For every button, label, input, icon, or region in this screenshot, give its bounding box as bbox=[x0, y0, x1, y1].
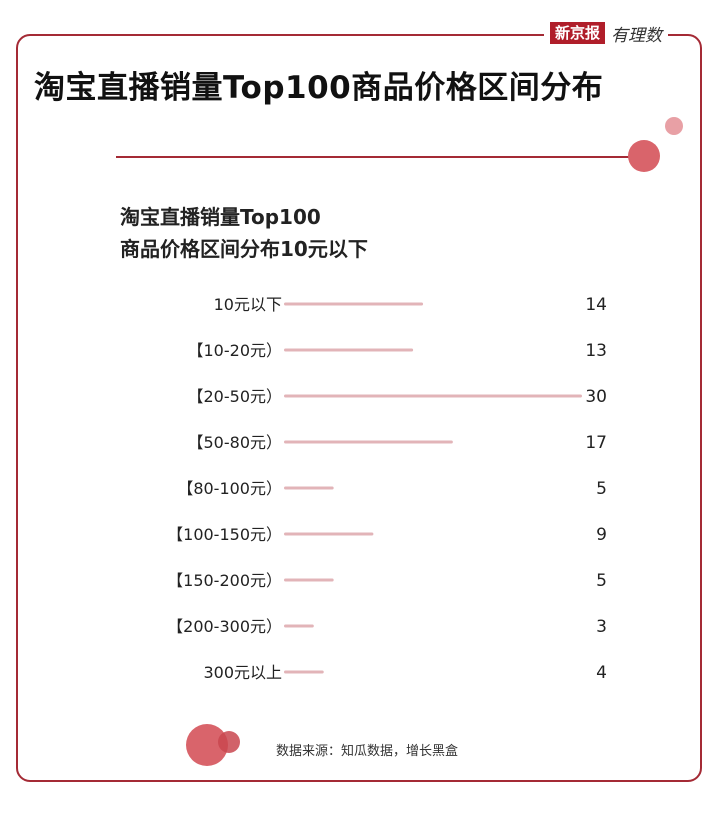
bar bbox=[284, 348, 414, 352]
title-divider bbox=[116, 156, 646, 158]
bar bbox=[284, 486, 334, 490]
value-label: 5 bbox=[596, 571, 607, 591]
bar bbox=[284, 578, 334, 582]
category-label: 【150-200元） bbox=[167, 571, 282, 590]
bar bbox=[284, 394, 582, 398]
chart-subtitle-line1: 淘宝直播销量Top100 bbox=[120, 205, 321, 229]
value-label: 13 bbox=[585, 341, 607, 361]
category-label: 【50-80元） bbox=[188, 433, 283, 452]
brand-logo: 新京报 有理数 bbox=[544, 20, 669, 46]
value-label: 9 bbox=[596, 525, 607, 545]
logo-column: 有理数 bbox=[611, 25, 663, 46]
category-label: 【100-150元） bbox=[167, 525, 282, 544]
value-label: 3 bbox=[596, 617, 607, 637]
category-label: 【200-300元） bbox=[167, 617, 282, 636]
bar bbox=[284, 440, 453, 444]
bar bbox=[284, 670, 324, 674]
bar bbox=[284, 624, 314, 628]
bar bbox=[284, 532, 374, 536]
decor-dot-large bbox=[628, 140, 660, 172]
value-label: 4 bbox=[596, 663, 607, 683]
category-label: 【20-50元） bbox=[188, 387, 283, 406]
category-label: 【10-20元） bbox=[188, 341, 283, 360]
category-label: 【80-100元） bbox=[177, 479, 282, 498]
value-label: 30 bbox=[585, 387, 607, 407]
chart-subtitle-line2: 商品价格区间分布10元以下 bbox=[120, 237, 368, 261]
decor-dot-small bbox=[665, 117, 683, 135]
decor-dot-bottom-small bbox=[218, 731, 240, 753]
value-label: 17 bbox=[585, 433, 607, 453]
logo-brand: 新京报 bbox=[550, 22, 606, 44]
bar bbox=[284, 302, 424, 306]
card-frame bbox=[16, 34, 702, 782]
category-label: 10元以下 bbox=[214, 295, 282, 314]
value-label: 14 bbox=[585, 295, 607, 315]
category-label: 300元以上 bbox=[203, 663, 282, 682]
value-label: 5 bbox=[596, 479, 607, 499]
data-source: 数据来源：知瓜数据，增长黑盒 bbox=[276, 744, 459, 759]
page-title: 淘宝直播销量Top100商品价格区间分布 bbox=[34, 70, 604, 106]
